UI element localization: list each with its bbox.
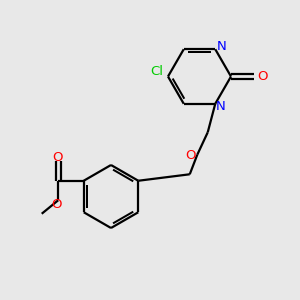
Text: O: O — [52, 151, 63, 164]
Text: Cl: Cl — [150, 64, 163, 78]
Text: N: N — [216, 100, 226, 113]
Text: O: O — [52, 198, 62, 211]
Text: O: O — [257, 70, 268, 83]
Text: O: O — [185, 149, 196, 162]
Text: N: N — [217, 40, 227, 53]
